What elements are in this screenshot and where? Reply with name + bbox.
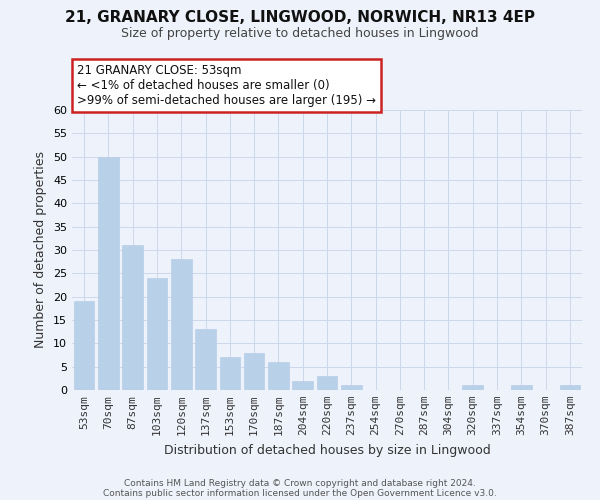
Bar [463,386,483,390]
Bar [146,278,167,390]
Bar [171,260,191,390]
Text: Contains public sector information licensed under the Open Government Licence v3: Contains public sector information licen… [103,488,497,498]
Bar [511,386,532,390]
X-axis label: Distribution of detached houses by size in Lingwood: Distribution of detached houses by size … [164,444,490,456]
Text: 21 GRANARY CLOSE: 53sqm
← <1% of detached houses are smaller (0)
>99% of semi-de: 21 GRANARY CLOSE: 53sqm ← <1% of detache… [77,64,376,107]
Bar [244,352,265,390]
Bar [98,156,119,390]
Y-axis label: Number of detached properties: Number of detached properties [34,152,47,348]
Bar [220,358,240,390]
Text: Contains HM Land Registry data © Crown copyright and database right 2024.: Contains HM Land Registry data © Crown c… [124,478,476,488]
Bar [341,386,362,390]
Bar [122,246,143,390]
Bar [74,302,94,390]
Bar [268,362,289,390]
Bar [195,330,216,390]
Bar [317,376,337,390]
Bar [560,386,580,390]
Text: 21, GRANARY CLOSE, LINGWOOD, NORWICH, NR13 4EP: 21, GRANARY CLOSE, LINGWOOD, NORWICH, NR… [65,10,535,25]
Text: Size of property relative to detached houses in Lingwood: Size of property relative to detached ho… [121,28,479,40]
Bar [292,380,313,390]
